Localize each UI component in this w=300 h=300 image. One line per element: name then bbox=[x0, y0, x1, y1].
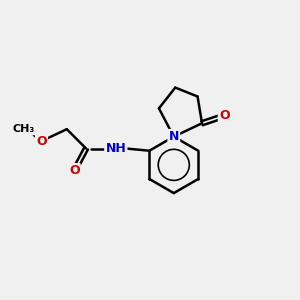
Text: O: O bbox=[36, 135, 47, 148]
Text: NH: NH bbox=[105, 142, 126, 155]
Text: CH₃: CH₃ bbox=[13, 124, 35, 134]
Text: N: N bbox=[169, 130, 179, 143]
Text: O: O bbox=[219, 109, 230, 122]
Text: O: O bbox=[69, 164, 80, 177]
